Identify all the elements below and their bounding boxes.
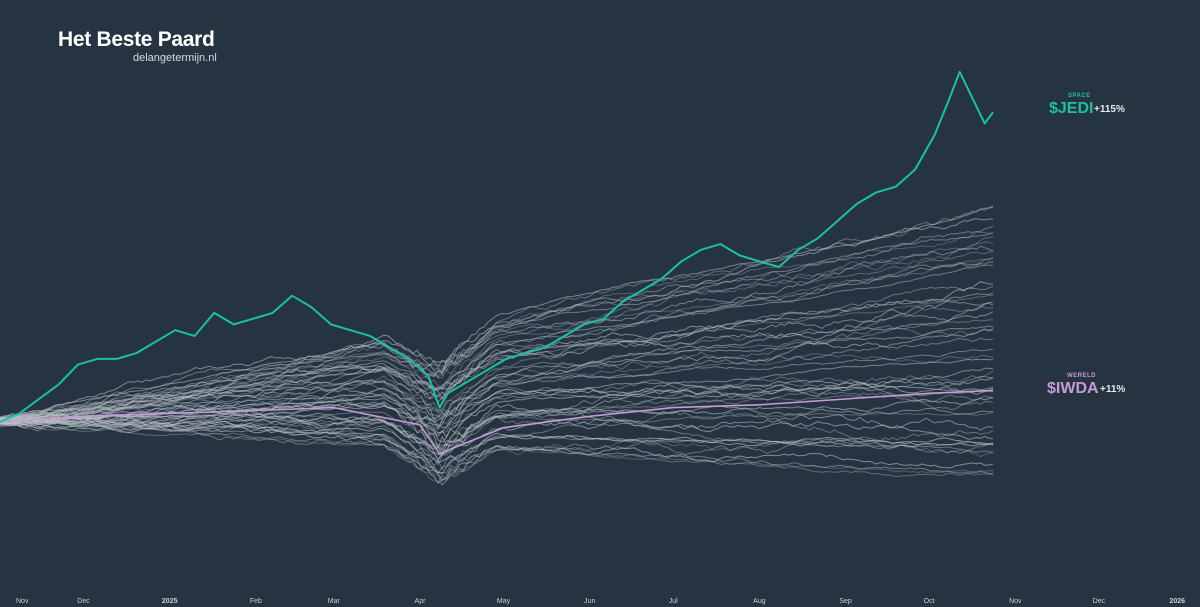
x-tick-label: Nov	[16, 598, 29, 605]
iwda-change-label: +11%	[1100, 384, 1126, 395]
background-series-line	[0, 378, 994, 462]
background-series-line	[0, 256, 994, 430]
background-series-line	[0, 300, 994, 425]
background-series-line	[0, 419, 994, 471]
background-series-line	[0, 204, 994, 423]
iwda-ticker-label: $IWDA	[1047, 380, 1099, 397]
background-series-line	[0, 397, 994, 456]
background-series-line	[0, 245, 994, 423]
background-series-line	[0, 337, 994, 421]
x-tick-label: May	[497, 598, 511, 605]
background-series-line	[0, 421, 994, 484]
background-series-line	[0, 251, 994, 421]
background-series-line	[0, 294, 994, 423]
jedi-ticker-label: $JEDI	[1049, 100, 1094, 117]
background-series-line	[0, 418, 994, 463]
background-series-line	[0, 420, 994, 475]
background-series-line	[0, 232, 994, 422]
background-series-line	[0, 390, 994, 446]
background-series-line	[0, 218, 994, 422]
background-series-line	[0, 419, 994, 474]
x-tick-label: Nov	[1009, 598, 1022, 605]
page-subtitle: delangetermijn.nl	[133, 52, 217, 64]
background-series-line	[0, 236, 994, 429]
background-series-line	[0, 225, 994, 421]
background-series-line	[0, 358, 994, 434]
background-series-line	[0, 257, 994, 421]
x-axis: Nov Dec 2025 Feb Mar Apr May Jun Jul Aug Sep Oct Nov…	[16, 598, 1185, 605]
background-series-line	[0, 410, 994, 466]
x-tick-label: Feb	[250, 598, 262, 605]
jedi-category-label: SPACE	[1068, 93, 1091, 99]
x-tick-label: Sep	[839, 598, 852, 605]
x-tick-label: 2026	[1169, 598, 1185, 605]
x-tick-label: Aug	[753, 598, 766, 605]
background-series-line	[0, 292, 994, 425]
jedi-line-group	[0, 70, 994, 423]
x-tick-label: Dec	[77, 598, 90, 605]
jedi-change-label: +115%	[1094, 104, 1125, 115]
background-series-line	[0, 281, 994, 421]
background-series-line	[0, 390, 994, 451]
background-series-line	[0, 325, 994, 423]
background-series-line	[0, 302, 994, 427]
background-series-line	[0, 410, 994, 452]
background-series-line	[0, 241, 994, 423]
background-series-line	[0, 405, 994, 456]
x-tick-label: Dec	[1093, 598, 1106, 605]
x-tick-label: Mar	[328, 598, 341, 605]
background-series-line	[0, 416, 994, 485]
page-title: Het Beste Paard	[58, 28, 215, 51]
background-series-line	[0, 385, 994, 450]
background-series-line	[0, 376, 994, 438]
iwda-line-group	[0, 389, 994, 455]
jedi-series-line	[0, 70, 994, 423]
background-series-line	[0, 420, 994, 486]
background-lines	[0, 204, 994, 487]
background-series-line	[0, 411, 994, 455]
background-series-line	[0, 353, 994, 422]
background-series-line	[0, 319, 994, 422]
iwda-category-label: WERELD	[1067, 373, 1096, 379]
x-tick-label: Jun	[584, 598, 595, 605]
x-tick-label: Oct	[924, 598, 935, 605]
x-tick-label: 2025	[162, 598, 178, 605]
x-tick-label: Apr	[415, 598, 427, 605]
background-series-line	[0, 261, 994, 421]
x-tick-label: Jul	[669, 598, 678, 605]
background-series-line	[0, 231, 994, 420]
iwda-series-line	[0, 389, 994, 455]
background-series-line	[0, 305, 994, 418]
background-series-line	[0, 423, 994, 475]
background-series-line	[0, 206, 994, 419]
